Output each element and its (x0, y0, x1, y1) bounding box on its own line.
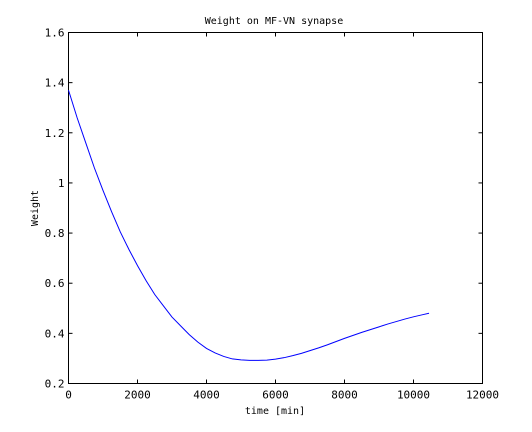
y-tick-label: 0.8 (45, 227, 65, 240)
x-tick-label: 2000 (124, 389, 151, 402)
series-layer (68, 90, 430, 361)
chart-title: Weight on MF-VN synapse (205, 16, 343, 27)
y-axis-label: Weight (30, 190, 41, 226)
x-tick-label: 12000 (466, 389, 499, 402)
y-tick-label: 0.6 (45, 277, 65, 290)
x-tick-label: 0 (65, 389, 72, 402)
x-tick-label: 6000 (262, 389, 289, 402)
y-tick-label: 1.2 (45, 127, 65, 140)
y-tick-label: 1.4 (45, 77, 65, 90)
x-tick-label: 8000 (331, 389, 358, 402)
y-tick-label: 1 (58, 177, 65, 190)
y-axis-ticks: 0.2 0.4 0.6 0.8 1 1.2 1.4 1.6 (45, 27, 483, 391)
x-axis-ticks: 0 2000 4000 6000 8000 10000 12000 (65, 32, 499, 402)
x-tick-label: 4000 (193, 389, 220, 402)
x-tick-label: 10000 (397, 389, 430, 402)
plot-frame (68, 32, 483, 384)
y-tick-label: 1.6 (45, 27, 65, 40)
weight-series-line (68, 90, 430, 361)
y-tick-label: 0.4 (45, 327, 65, 340)
y-tick-label: 0.2 (45, 378, 65, 391)
x-axis-label: time [min] (245, 406, 305, 417)
